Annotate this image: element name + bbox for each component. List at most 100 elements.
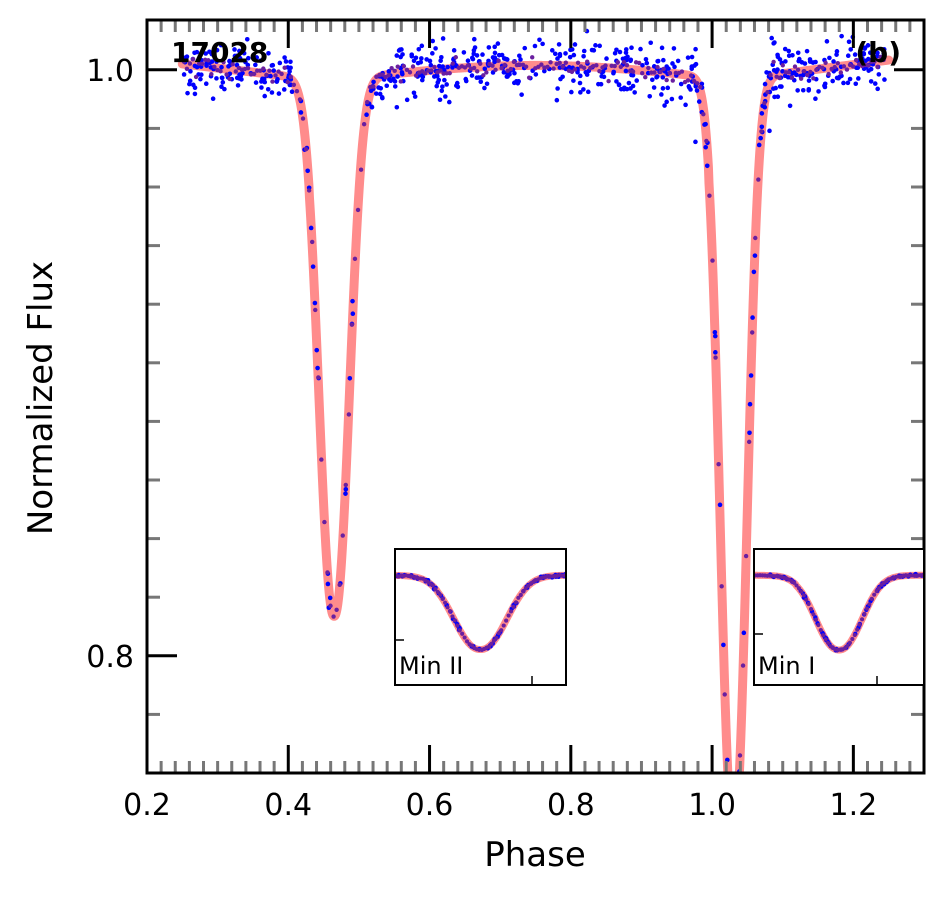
inset-binned-point	[438, 592, 443, 597]
data-point	[447, 99, 452, 105]
data-point	[629, 45, 634, 50]
binned-point	[798, 76, 804, 81]
binned-point	[572, 67, 578, 72]
binned-point	[254, 68, 260, 73]
inset-min-ii: Min II	[394, 548, 567, 686]
data-point	[430, 51, 435, 56]
data-point	[400, 52, 405, 57]
data-point	[852, 52, 858, 57]
data-point	[604, 56, 609, 61]
data-point	[234, 53, 240, 59]
data-point	[577, 80, 583, 86]
inset-binned-point	[794, 583, 799, 588]
inset-binned-point	[811, 612, 816, 617]
data-point	[496, 52, 502, 58]
binned-point	[844, 67, 850, 72]
data-point	[756, 142, 762, 148]
data-point	[775, 52, 780, 58]
data-point	[827, 55, 832, 61]
data-point	[380, 95, 385, 101]
binned-point	[224, 72, 229, 77]
data-point	[868, 79, 874, 84]
binned-point	[801, 69, 807, 74]
inset-binned-point	[445, 605, 450, 610]
binned-point	[691, 78, 697, 84]
binned-point	[508, 66, 514, 72]
data-point	[678, 81, 684, 87]
data-point	[203, 81, 209, 87]
data-point	[310, 264, 316, 269]
data-point	[596, 81, 601, 87]
data-point	[661, 57, 666, 63]
data-point	[371, 79, 376, 85]
data-point	[451, 48, 457, 53]
data-point	[437, 97, 443, 103]
data-point	[308, 225, 314, 231]
binned-point	[685, 78, 691, 83]
data-point	[392, 79, 398, 84]
inset-binned-point	[857, 622, 862, 627]
data-point	[775, 94, 781, 100]
data-point	[220, 80, 226, 85]
data-point	[478, 79, 484, 85]
data-point	[804, 48, 810, 54]
binned-point	[539, 62, 544, 67]
data-point	[670, 61, 675, 66]
binned-point	[585, 59, 590, 64]
binned-point	[615, 60, 620, 65]
data-point	[394, 53, 400, 58]
data-point	[471, 36, 477, 42]
binned-point	[875, 64, 880, 70]
binned-point	[808, 69, 813, 75]
data-point	[614, 79, 619, 84]
binned-point	[743, 553, 749, 559]
data-point	[443, 94, 448, 99]
data-point	[816, 89, 821, 94]
data-point	[384, 83, 390, 89]
binned-point	[732, 830, 736, 834]
binned-point	[523, 64, 529, 69]
binned-point	[624, 63, 630, 68]
data-point	[518, 57, 523, 62]
binned-point	[765, 90, 770, 95]
binned-point	[279, 71, 284, 77]
binned-point	[640, 71, 645, 76]
inset-binned-point	[447, 609, 453, 614]
data-point	[703, 121, 708, 127]
binned-point	[771, 59, 776, 65]
data-point	[364, 112, 369, 118]
data-point	[253, 62, 258, 68]
data-point	[262, 93, 268, 99]
data-point	[430, 38, 436, 44]
inset-binned-point	[801, 593, 806, 598]
data-point	[659, 45, 665, 51]
data-point	[601, 74, 607, 80]
data-point	[455, 84, 461, 90]
data-point	[495, 41, 501, 46]
data-point	[188, 69, 193, 74]
data-point	[593, 43, 598, 48]
binned-point	[670, 78, 675, 83]
inset-binned-point	[462, 635, 467, 640]
data-point	[463, 76, 469, 82]
panel-label: (b)	[855, 36, 901, 69]
data-point	[839, 33, 844, 39]
inset-binned-point	[813, 617, 819, 622]
data-point	[831, 59, 836, 64]
data-point	[872, 81, 878, 86]
data-point	[554, 97, 560, 103]
data-point	[409, 54, 415, 59]
inset-binned-point	[452, 618, 457, 623]
binned-point	[850, 64, 856, 69]
data-point	[214, 59, 219, 64]
binned-point	[426, 68, 431, 73]
data-point	[632, 90, 637, 95]
binned-point	[392, 68, 397, 74]
binned-point	[322, 519, 327, 525]
binned-point	[264, 72, 269, 78]
data-point	[214, 76, 219, 81]
data-point	[578, 73, 583, 79]
binned-point	[719, 584, 724, 589]
data-point	[315, 365, 320, 371]
